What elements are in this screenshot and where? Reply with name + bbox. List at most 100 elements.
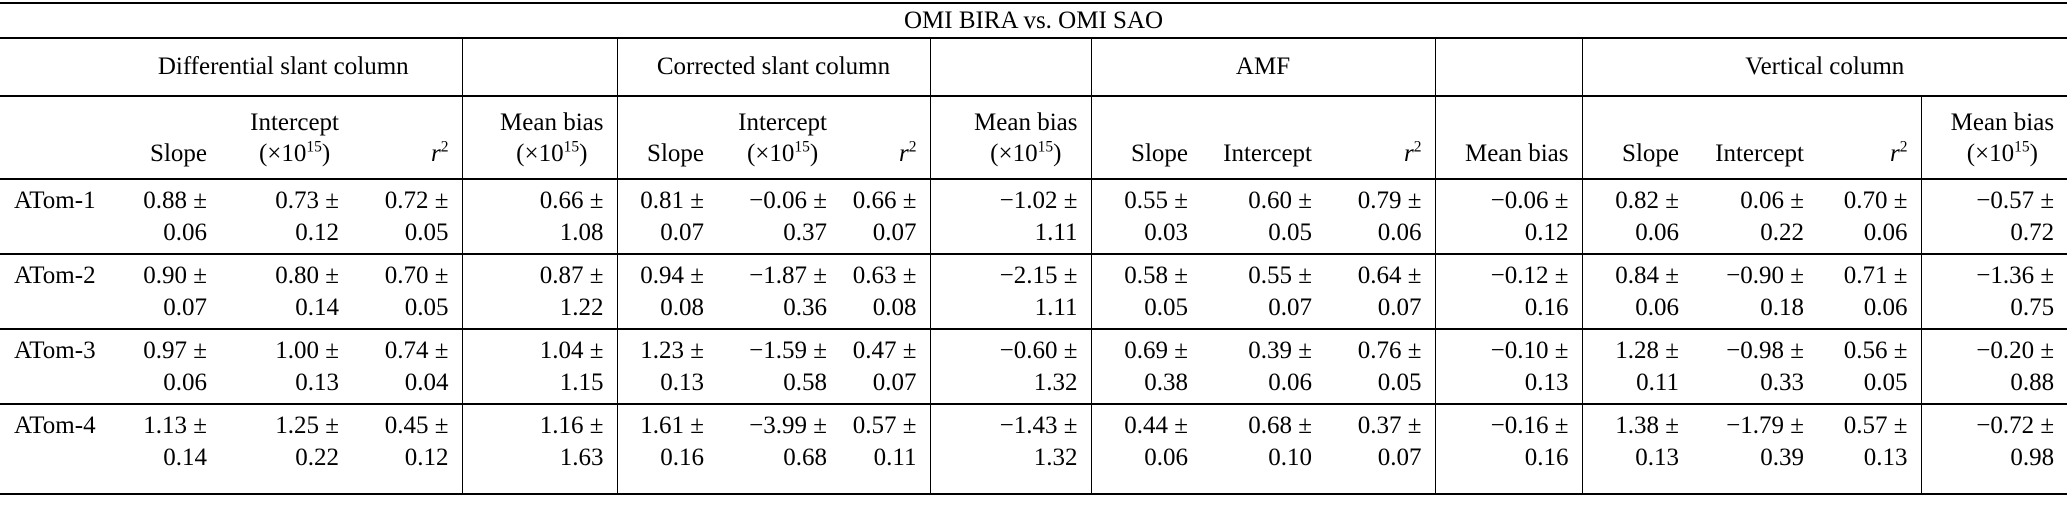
group-spacer <box>1434 38 1583 96</box>
col-header-csc-r2: r2 <box>899 138 917 167</box>
cell-amf-mean-bias: −0.12 ± 0.16 <box>1434 254 1583 329</box>
cell-csc-mean-bias: −1.43 ± 1.32 <box>929 404 1092 494</box>
cell-dsc-slope: 0.90 ± 0.07 <box>143 262 207 321</box>
cell-dsc-intercept: 1.00 ± 0.13 <box>275 337 339 396</box>
cell-vc-r2: 0.71 ± 0.06 <box>1843 262 1908 321</box>
table-row-atom-2: ATom-2 0.90 ± 0.07 0.80 ± 0.14 0.70 ± 0.… <box>0 254 2067 329</box>
cell-csc-slope: 1.23 ± 0.13 <box>640 337 704 396</box>
cell-amf-mean-bias: −0.16 ± 0.16 <box>1434 404 1583 494</box>
cell-csc-mean-bias: −2.15 ± 1.11 <box>929 254 1092 329</box>
row-label: ATom-1 <box>14 187 96 214</box>
cell-csc-intercept: −0.06 ± 0.37 <box>749 187 827 246</box>
row-label: ATom-3 <box>14 337 96 364</box>
table-row-atom-1: ATom-1 0.88 ± 0.06 0.73 ± 0.12 0.72 ± 0.… <box>0 179 2067 254</box>
cell-dsc-slope: 0.97 ± 0.06 <box>143 337 207 396</box>
cell-amf-mean-bias: −0.10 ± 0.13 <box>1434 329 1583 404</box>
col-header-amf-intercept: Intercept <box>1223 140 1312 167</box>
group-header-amf: AMF <box>1235 53 1291 80</box>
cell-amf-intercept: 0.60 ± 0.05 <box>1248 187 1312 246</box>
cell-dsc-intercept: 1.25 ± 0.22 <box>275 412 339 471</box>
cell-dsc-mean-bias: 1.16 ± 1.63 <box>461 404 618 494</box>
col-header-vc-mean-bias: Mean bias (×1015) <box>1920 96 2067 179</box>
col-header-amf-r2: r2 <box>1404 138 1422 167</box>
cell-vc-mean-bias: −0.72 ± 0.98 <box>1920 404 2067 494</box>
cell-csc-mean-bias: −1.02 ± 1.11 <box>929 179 1092 254</box>
cell-vc-r2: 0.70 ± 0.06 <box>1843 187 1908 246</box>
table-row-atom-4: ATom-4 1.13 ± 0.14 1.25 ± 0.22 0.45 ± 0.… <box>0 404 2067 494</box>
cell-dsc-r2: 0.72 ± 0.05 <box>384 187 449 246</box>
cell-dsc-intercept: 0.73 ± 0.12 <box>275 187 339 246</box>
cell-vc-intercept: 0.06 ± 0.22 <box>1740 187 1804 246</box>
cell-csc-slope: 0.81 ± 0.07 <box>640 187 704 246</box>
cell-dsc-slope: 0.88 ± 0.06 <box>143 187 207 246</box>
cell-vc-mean-bias: −0.57 ± 0.72 <box>1920 179 2067 254</box>
cell-amf-mean-bias: −0.06 ± 0.12 <box>1434 179 1583 254</box>
cell-dsc-mean-bias: 0.87 ± 1.22 <box>461 254 618 329</box>
row-label-header <box>0 96 105 179</box>
cell-amf-r2: 0.64 ± 0.07 <box>1357 262 1422 321</box>
results-table: OMI BIRA vs. OMI SAO Differential slant … <box>0 2 2067 495</box>
col-header-vc-slope: Slope <box>1622 140 1679 167</box>
cell-dsc-slope: 1.13 ± 0.14 <box>143 412 207 471</box>
col-header-dsc-mean-bias: Mean bias (×1015) <box>461 96 618 179</box>
cell-dsc-mean-bias: 0.66 ± 1.08 <box>461 179 618 254</box>
cell-amf-intercept: 0.55 ± 0.07 <box>1248 262 1312 321</box>
cell-amf-intercept: 0.39 ± 0.06 <box>1248 337 1312 396</box>
cell-amf-slope: 0.69 ± 0.38 <box>1124 337 1188 396</box>
cell-amf-intercept: 0.68 ± 0.10 <box>1248 412 1312 471</box>
cell-dsc-r2: 0.74 ± 0.04 <box>384 337 449 396</box>
cell-vc-slope: 0.82 ± 0.06 <box>1615 187 1679 246</box>
cell-amf-slope: 0.44 ± 0.06 <box>1124 412 1188 471</box>
col-header-dsc-r2: r2 <box>431 138 449 167</box>
row-label: ATom-2 <box>14 262 96 289</box>
col-header-dsc-intercept: Intercept (×1015) <box>250 109 339 167</box>
cell-dsc-r2: 0.45 ± 0.12 <box>384 412 449 471</box>
group-header-row: Differential slant column Corrected slan… <box>0 38 2067 96</box>
group-spacer <box>0 38 105 96</box>
column-header-row: Slope Intercept (×1015) r2 Mean bias (×101… <box>0 96 2067 179</box>
group-spacer <box>461 38 618 96</box>
cell-vc-mean-bias: −0.20 ± 0.88 <box>1920 329 2067 404</box>
cell-vc-mean-bias: −1.36 ± 0.75 <box>1920 254 2067 329</box>
cell-csc-r2: 0.57 ± 0.11 <box>852 412 917 471</box>
cell-dsc-intercept: 0.80 ± 0.14 <box>275 262 339 321</box>
cell-csc-r2: 0.63 ± 0.08 <box>852 262 917 321</box>
cell-dsc-mean-bias: 1.04 ± 1.15 <box>461 329 618 404</box>
group-spacer <box>929 38 1092 96</box>
cell-vc-intercept: −0.90 ± 0.18 <box>1726 262 1804 321</box>
table-title-row: OMI BIRA vs. OMI SAO <box>0 3 2067 38</box>
col-header-csc-intercept: Intercept (×1015) <box>738 109 827 167</box>
cell-vc-slope: 0.84 ± 0.06 <box>1615 262 1679 321</box>
cell-vc-intercept: −0.98 ± 0.33 <box>1726 337 1804 396</box>
cell-csc-r2: 0.47 ± 0.07 <box>852 337 917 396</box>
cell-vc-slope: 1.28 ± 0.11 <box>1615 337 1679 396</box>
cell-vc-intercept: −1.79 ± 0.39 <box>1726 412 1804 471</box>
cell-vc-r2: 0.57 ± 0.13 <box>1843 412 1908 471</box>
cell-csc-intercept: −3.99 ± 0.68 <box>749 412 827 471</box>
row-label: ATom-4 <box>14 412 96 439</box>
col-header-csc-mean-bias: Mean bias (×1015) <box>929 96 1092 179</box>
group-header-differential-slant-column: Differential slant column <box>157 53 409 80</box>
cell-dsc-r2: 0.70 ± 0.05 <box>384 262 449 321</box>
cell-amf-r2: 0.37 ± 0.07 <box>1357 412 1422 471</box>
cell-amf-r2: 0.79 ± 0.06 <box>1357 187 1422 246</box>
col-header-amf-slope: Slope <box>1131 140 1188 167</box>
cell-csc-slope: 0.94 ± 0.08 <box>640 262 704 321</box>
group-header-vertical-column: Vertical column <box>1581 38 2067 96</box>
col-header-dsc-slope: Slope <box>150 140 207 167</box>
cell-vc-slope: 1.38 ± 0.13 <box>1615 412 1679 471</box>
cell-amf-r2: 0.76 ± 0.05 <box>1357 337 1422 396</box>
cell-amf-slope: 0.55 ± 0.03 <box>1124 187 1188 246</box>
cell-amf-slope: 0.58 ± 0.05 <box>1124 262 1188 321</box>
cell-csc-intercept: −1.59 ± 0.58 <box>749 337 827 396</box>
col-header-csc-slope: Slope <box>647 140 704 167</box>
col-header-vc-r2: r2 <box>1890 138 1908 167</box>
cell-vc-r2: 0.56 ± 0.05 <box>1843 337 1908 396</box>
table-title: OMI BIRA vs. OMI SAO <box>904 6 1164 34</box>
col-header-vc-intercept: Intercept <box>1715 140 1804 167</box>
cell-csc-intercept: −1.87 ± 0.36 <box>749 262 827 321</box>
cell-csc-r2: 0.66 ± 0.07 <box>852 187 917 246</box>
table-row-atom-3: ATom-3 0.97 ± 0.06 1.00 ± 0.13 0.74 ± 0.… <box>0 329 2067 404</box>
cell-csc-slope: 1.61 ± 0.16 <box>640 412 704 471</box>
